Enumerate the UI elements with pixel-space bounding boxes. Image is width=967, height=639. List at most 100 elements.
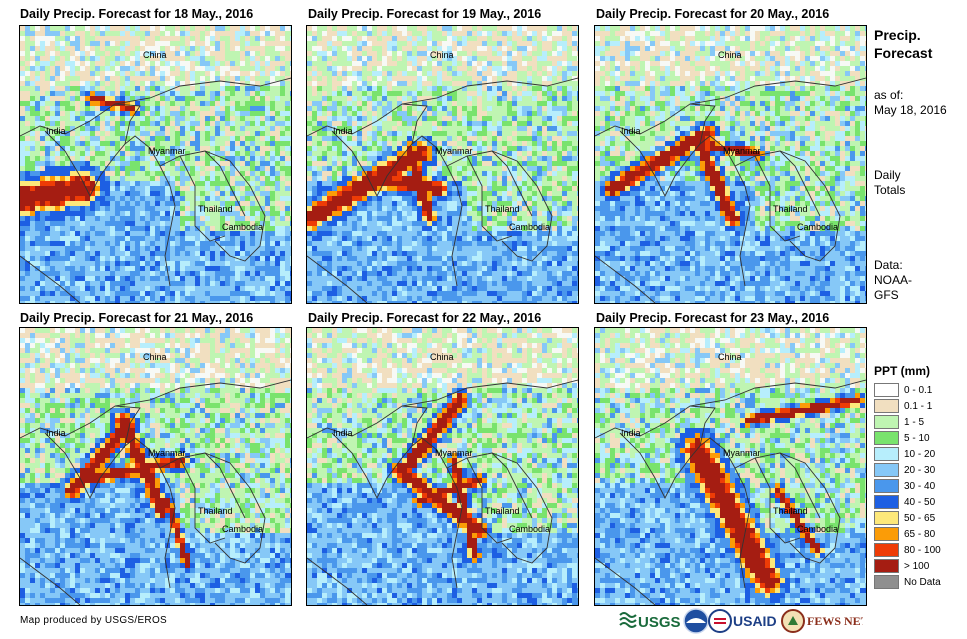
legend: 0 - 0.1 0.1 - 1 1 - 5 5 - 10 10 - 20 20 … xyxy=(874,382,941,590)
totals-block: Daily Totals xyxy=(874,168,905,198)
label-india: India xyxy=(46,428,66,438)
legend-label: 10 - 20 xyxy=(904,448,936,460)
legend-label: No Data xyxy=(904,576,941,588)
label-india: India xyxy=(333,428,353,438)
label-myanmar: Myanmar xyxy=(148,448,186,458)
map-panel-3: China India Myanmar Thailand Cambodia xyxy=(594,25,867,304)
map-panel-6: China India Myanmar Thailand Cambodia xyxy=(594,327,867,606)
label-thailand: Thailand xyxy=(198,204,233,214)
label-india: India xyxy=(46,126,66,136)
legend-label: 0.1 - 1 xyxy=(904,400,933,412)
legend-row: 65 - 80 xyxy=(874,526,941,542)
legend-row: 50 - 65 xyxy=(874,510,941,526)
legend-swatch xyxy=(874,383,899,397)
label-myanmar: Myanmar xyxy=(723,448,761,458)
label-china: China xyxy=(718,352,742,362)
map-panel-2: China India Myanmar Thailand Cambodia xyxy=(306,25,579,304)
legend-row: 80 - 100 xyxy=(874,542,941,558)
legend-label: 40 - 50 xyxy=(904,496,936,508)
legend-row: 40 - 50 xyxy=(874,494,941,510)
sidebar-title: Precip. Forecast xyxy=(874,26,932,62)
legend-row: > 100 xyxy=(874,558,941,574)
panel-title-4: Daily Precip. Forecast for 21 May., 2016 xyxy=(20,311,254,325)
asof-date: May 18, 2016 xyxy=(874,103,947,117)
legend-label: 20 - 30 xyxy=(904,464,936,476)
label-myanmar: Myanmar xyxy=(723,146,761,156)
legend-swatch xyxy=(874,479,899,493)
legend-label: 50 - 65 xyxy=(904,512,936,524)
data-source-line1: NOAA- xyxy=(874,273,913,287)
label-thailand: Thailand xyxy=(485,204,520,214)
label-thailand: Thailand xyxy=(773,506,808,516)
legend-title: PPT (mm) xyxy=(874,364,931,378)
label-china: China xyxy=(430,352,454,362)
sidebar-title-line2: Forecast xyxy=(874,45,933,61)
legend-label: 5 - 10 xyxy=(904,432,930,444)
legend-row: No Data xyxy=(874,574,941,590)
precip-map-5 xyxy=(307,328,578,605)
label-china: China xyxy=(718,50,742,60)
legend-label: 0 - 0.1 xyxy=(904,384,933,396)
precip-map-3 xyxy=(595,26,866,303)
legend-row: 20 - 30 xyxy=(874,462,941,478)
label-cambodia: Cambodia xyxy=(509,524,551,534)
totals-line1: Daily xyxy=(874,168,901,182)
legend-swatch xyxy=(874,495,899,509)
legend-label: 30 - 40 xyxy=(904,480,936,492)
precip-map-1 xyxy=(20,26,291,303)
legend-swatch xyxy=(874,543,899,557)
label-myanmar: Myanmar xyxy=(435,146,473,156)
label-china: China xyxy=(430,50,454,60)
precip-map-2 xyxy=(307,26,578,303)
label-thailand: Thailand xyxy=(198,506,233,516)
legend-swatch xyxy=(874,575,899,589)
data-source-block: Data: NOAA- GFS xyxy=(874,258,912,303)
label-china: China xyxy=(143,50,167,60)
precip-map-6 xyxy=(595,328,866,605)
label-myanmar: Myanmar xyxy=(435,448,473,458)
label-cambodia: Cambodia xyxy=(797,222,839,232)
legend-swatch xyxy=(874,463,899,477)
legend-row: 5 - 10 xyxy=(874,430,941,446)
legend-label: > 100 xyxy=(904,560,930,572)
totals-line2: Totals xyxy=(874,183,906,197)
label-india: India xyxy=(333,126,353,136)
map-panel-5: China India Myanmar Thailand Cambodia xyxy=(306,327,579,606)
legend-swatch xyxy=(874,447,899,461)
data-source-line2: GFS xyxy=(874,288,899,302)
data-label: Data: xyxy=(874,258,903,272)
legend-swatch xyxy=(874,431,899,445)
legend-label: 80 - 100 xyxy=(904,544,941,556)
label-thailand: Thailand xyxy=(773,204,808,214)
noaa-logo xyxy=(683,608,709,634)
label-thailand: Thailand xyxy=(485,506,520,516)
legend-label: 1 - 5 xyxy=(904,416,925,428)
label-cambodia: Cambodia xyxy=(222,524,264,534)
label-cambodia: Cambodia xyxy=(797,524,839,534)
label-cambodia: Cambodia xyxy=(222,222,264,232)
label-india: India xyxy=(621,126,641,136)
legend-row: 0 - 0.1 xyxy=(874,382,941,398)
usaid-logo: USAID xyxy=(708,609,777,633)
asof-block: as of: May 18, 2016 xyxy=(874,88,947,118)
map-panel-1: China India Myanmar Thailand Cambodia xyxy=(19,25,292,304)
legend-row: 30 - 40 xyxy=(874,478,941,494)
legend-swatch xyxy=(874,559,899,573)
label-cambodia: Cambodia xyxy=(509,222,551,232)
label-myanmar: Myanmar xyxy=(148,146,186,156)
asof-label: as of: xyxy=(874,88,904,102)
label-china: China xyxy=(143,352,167,362)
sidebar-title-line1: Precip. xyxy=(874,27,921,43)
legend-swatch xyxy=(874,415,899,429)
map-credit: Map produced by USGS/EROS xyxy=(20,615,168,626)
legend-row: 1 - 5 xyxy=(874,414,941,430)
legend-swatch xyxy=(874,399,899,413)
label-india: India xyxy=(621,428,641,438)
panel-title-6: Daily Precip. Forecast for 23 May., 2016 xyxy=(596,311,830,325)
map-panel-4: China India Myanmar Thailand Cambodia xyxy=(19,327,292,606)
panel-title-5: Daily Precip. Forecast for 22 May., 2016 xyxy=(308,311,542,325)
agency-logos: USGS USAID FEWS NET xyxy=(619,608,863,634)
panel-title-3: Daily Precip. Forecast for 20 May., 2016 xyxy=(596,7,830,21)
fewsnet-logo: FEWS NET xyxy=(781,609,863,633)
legend-label: 65 - 80 xyxy=(904,528,936,540)
